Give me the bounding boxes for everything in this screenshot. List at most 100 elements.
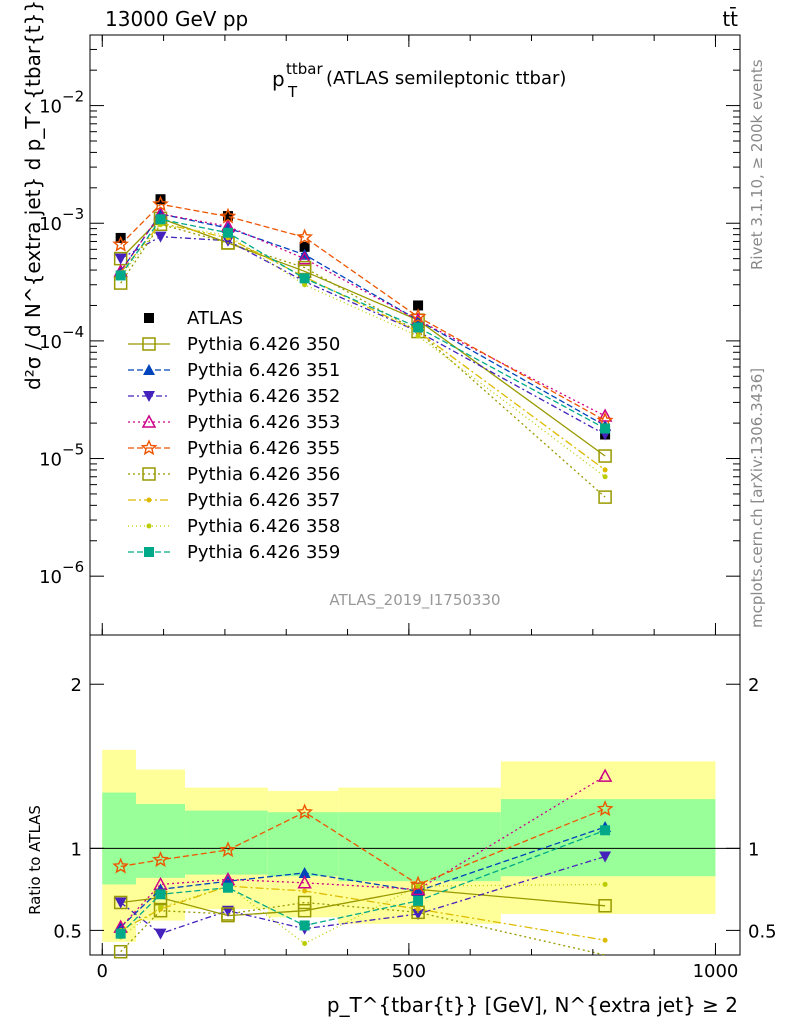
legend-swatch-5 [128, 439, 170, 456]
ratio-bands [102, 749, 716, 942]
point-9-3 [299, 273, 310, 284]
ratio-point-2-4 [412, 885, 425, 896]
ratio-point-9-0 [115, 928, 126, 939]
ratio-point-6-0 [113, 944, 128, 959]
ratio-point-3-0 [114, 897, 127, 909]
band-inner-2 [185, 810, 268, 875]
ratio-point-4-3 [297, 875, 312, 889]
legend-swatch-1 [128, 337, 170, 351]
legend-marker-8 [146, 523, 152, 529]
point-1-5 [598, 449, 612, 463]
point-9-2 [222, 227, 233, 238]
series-line-3 [120, 235, 606, 436]
mcplots-label: mcplots.cern.ch [arXiv:1306.3436] [748, 368, 766, 628]
legend-marker-9 [144, 547, 154, 557]
ratio-axis-label: Ratio to ATLAS [26, 805, 44, 915]
point-5-4 [409, 308, 427, 324]
ratio-point-6-4 [411, 905, 425, 920]
point-0-3 [299, 241, 310, 252]
y-axis-label: d²σ / d N^{extra jet} d p_T^{tbar{t}} [p… [21, 0, 45, 390]
r-tick-label-0: 0.5 [53, 921, 82, 942]
point-0-1 [155, 194, 166, 205]
x-axis-label: p_T^{tbar{t}} [GeV], N^{extra jet} ≥ 2 [327, 993, 738, 1017]
point-9-4 [413, 322, 424, 333]
point-8-4 [415, 333, 421, 339]
y-tick-exp-3: −3 [62, 205, 84, 223]
title-rest: (ATLAS semileptonic ttbar) [326, 68, 566, 89]
legend-swatch-4 [128, 414, 170, 428]
ratio-line-2 [120, 826, 606, 928]
y-tick-exp-2: −4 [62, 323, 84, 341]
point-0-2 [222, 211, 233, 222]
point-8-5 [602, 474, 608, 480]
legend-label-1: Pythia 6.426 350 [187, 334, 340, 355]
ratio-line-7 [120, 885, 606, 941]
ratio-point-8-4 [415, 883, 421, 889]
legend-swatch-8 [128, 523, 170, 529]
r-tick-label-right-0: 0.5 [748, 921, 777, 942]
series-line-8 [120, 224, 606, 478]
point-3-1 [154, 231, 167, 243]
ratio-point-3-1 [154, 928, 167, 940]
title-sub: T [287, 83, 298, 101]
point-4-3 [297, 251, 312, 265]
legend-swatch-3 [128, 391, 170, 402]
ratio-point-7-4 [415, 906, 421, 912]
point-4-5 [597, 408, 613, 422]
ratio-point-6-2 [221, 907, 235, 921]
header-right: tt̄ [722, 6, 738, 31]
r-tick-label-right-2: 2 [748, 675, 759, 696]
y-tick-exp-4: −2 [62, 88, 84, 106]
ratio-frame [89, 634, 741, 956]
point-3-2 [221, 235, 234, 247]
legend-label-3: Pythia 6.426 352 [187, 386, 340, 407]
ratio-point-1-3 [297, 903, 312, 918]
point-5-3 [296, 228, 314, 245]
x-tick-label-0: 0 [97, 961, 108, 982]
legend-label-8: Pythia 6.426 358 [187, 516, 340, 537]
ratio-point-9-2 [222, 882, 233, 893]
ratio-point-7-3 [302, 888, 308, 894]
point-9-0 [115, 270, 126, 281]
rivet-label: Rivet 3.1.10, ≥ 200k events [748, 59, 766, 270]
r-tick-label-right-1: 1 [748, 839, 759, 860]
point-6-5 [598, 490, 612, 504]
y-tick-exp-0: −6 [62, 558, 84, 576]
legend-label-7: Pythia 6.426 357 [187, 490, 340, 511]
ratio-series-9 [115, 825, 611, 939]
chart-title: p ttbar T (ATLAS semileptonic ttbar) [272, 60, 566, 101]
ratio-line-3 [120, 855, 606, 935]
ratio-line-8 [120, 883, 606, 945]
ratio-point-9-1 [155, 889, 166, 900]
band-inner-3 [267, 812, 339, 877]
point-8-3 [302, 282, 308, 288]
band-inner-4 [338, 812, 501, 882]
ratio-point-3-4 [412, 908, 425, 920]
y-tick-base-0: 10 [39, 567, 62, 588]
ratio-point-5-5 [596, 800, 614, 817]
legend-swatch-0 [144, 313, 154, 323]
ratio-series-5 [112, 800, 614, 892]
band-inner-0 [102, 792, 136, 885]
point-9-1 [155, 214, 166, 225]
legend-marker-1 [142, 337, 156, 351]
ratio-point-8-5 [602, 881, 608, 887]
point-0-4 [413, 300, 424, 311]
ratio-point-8-1 [158, 904, 164, 910]
legend-swatch-2 [128, 364, 170, 375]
ratio-point-8-3 [302, 941, 308, 947]
ratio-point-5-2 [219, 841, 237, 858]
series-line-9 [120, 218, 606, 430]
ratio-point-3-5 [599, 851, 612, 863]
ratio-point-5-3 [296, 803, 314, 820]
ratio-point-2-3 [298, 866, 311, 878]
y-tick-base-1: 10 [39, 450, 62, 471]
ratio-point-5-0 [112, 857, 129, 874]
series-9 [115, 214, 611, 434]
legend-swatch-6 [128, 467, 170, 481]
point-3-0 [114, 253, 127, 265]
ratio-point-5-1 [152, 850, 169, 867]
title-main: p [272, 67, 285, 91]
